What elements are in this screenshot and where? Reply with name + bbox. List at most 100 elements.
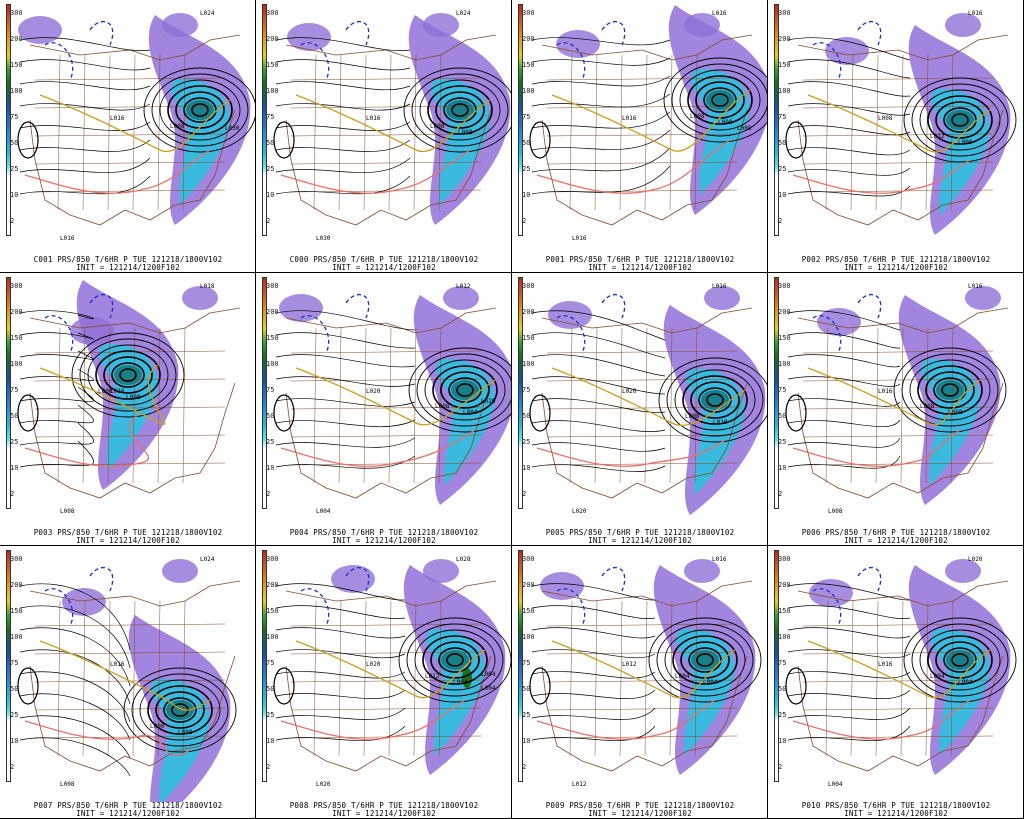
- isobar-contours: [785, 583, 1017, 741]
- high-label: L004: [828, 781, 843, 788]
- low-label: L008: [170, 123, 185, 130]
- scale-tick: 150: [778, 334, 791, 342]
- high-label: L030: [225, 125, 240, 132]
- precip-color-scale: 300 200 150 100 75 50 25 10 2: [2, 4, 24, 236]
- scale-tick: 75: [10, 386, 19, 394]
- isobar-contours: [529, 37, 767, 195]
- panel-title: P003 PRS/850 T/6HR P TUE 121218/1800V102: [33, 528, 223, 537]
- scale-tick: 200: [522, 308, 535, 316]
- pressure-labels: L012 L000 L016 L008: [878, 10, 983, 146]
- low-label: L004: [675, 673, 690, 680]
- map-canvas: L008 L000 L016 L016 L016 L008: [529, 5, 767, 242]
- high-label: L008: [60, 508, 75, 515]
- precip-color-scale: 300 200 150 100 75 50 25 10 2: [2, 550, 24, 782]
- panel-title: P001 PRS/850 T/6HR P TUE 121218/1800V102: [545, 255, 735, 264]
- scale-tick: 2: [266, 490, 271, 498]
- map-panel-p008: L012 L004 L004 L028 L020 L020 L004 300 200 150 100…: [256, 546, 512, 819]
- low-label: L008: [178, 729, 193, 736]
- scale-tick: 150: [266, 334, 279, 342]
- color-bar: [6, 550, 11, 782]
- temperature-contours: [536, 294, 746, 467]
- pressure-labels: L000 L008 L024 L016 L008: [60, 556, 215, 788]
- low-label: L004: [958, 679, 973, 686]
- precip-shading: [825, 13, 1011, 235]
- scale-tick: 25: [10, 711, 19, 719]
- high-label: L016: [712, 10, 727, 17]
- scale-tick: 2: [778, 763, 783, 771]
- panel-init-time: INIT = 121214/1200F102: [76, 263, 180, 272]
- precip-color-scale: 300 200 150 100 75 50 25 10 2: [514, 277, 536, 509]
- scale-tick: 50: [10, 685, 19, 693]
- high-label: L020: [366, 388, 381, 395]
- isobar-contours: [529, 583, 762, 741]
- precip-shading: [817, 286, 1001, 505]
- low-label: L004: [703, 679, 718, 686]
- panel-title: P009 PRS/850 T/6HR P TUE 121218/1800V102: [545, 801, 735, 810]
- scale-tick: 300: [522, 555, 535, 563]
- political-borders: [29, 34, 241, 226]
- map-panel-p005: L008 L010 L016 L020 L020 300 200 150 100 75 50 25 10…: [512, 273, 768, 546]
- scale-tick: 2: [778, 490, 783, 498]
- political-borders: [797, 580, 1009, 772]
- high-label: L020: [366, 661, 381, 668]
- pressure-labels: L004 L004 L020 L016 L004: [828, 556, 983, 788]
- scale-tick: 100: [10, 87, 23, 95]
- panel-init-time: INIT = 121214/1200F102: [844, 536, 948, 545]
- scale-tick: 300: [778, 555, 791, 563]
- scale-tick: 10: [266, 737, 275, 745]
- panel-title: P008 PRS/850 T/6HR P TUE 121218/1800V102: [289, 801, 479, 810]
- high-label: L020: [481, 398, 496, 405]
- isobar-contours: [17, 37, 255, 195]
- scale-tick: 10: [10, 191, 19, 199]
- scale-tick: 100: [266, 633, 279, 641]
- color-bar: [774, 4, 779, 236]
- map-panel-p001: L008 L000 L016 L016 L016 L008 300 200 150 100 75 50…: [512, 0, 768, 273]
- low-label: L000: [718, 119, 733, 126]
- panel-init-time: INIT = 121214/1200F102: [588, 809, 692, 818]
- scale-tick: 150: [778, 607, 791, 615]
- high-label: L024: [200, 556, 215, 563]
- low-label: L008: [435, 403, 450, 410]
- scale-tick: 10: [522, 464, 531, 472]
- scale-tick: 50: [778, 139, 787, 147]
- low-label: L004: [481, 685, 496, 692]
- scale-tick: 50: [522, 412, 531, 420]
- map-canvas: L000 L008 L024 L016 L008: [17, 556, 241, 802]
- scale-tick: 300: [10, 9, 23, 17]
- scale-tick: 100: [522, 633, 535, 641]
- scale-tick: 75: [778, 386, 787, 394]
- scale-tick: 2: [10, 763, 15, 771]
- color-bar: [6, 277, 11, 509]
- high-label: L024: [200, 10, 215, 17]
- scale-tick: 10: [266, 191, 275, 199]
- color-bar: [774, 550, 779, 782]
- high-label: L008: [878, 115, 893, 122]
- panel-title: P007 PRS/850 T/6HR P TUE 121218/1800V102: [33, 801, 223, 810]
- pressure-labels: L008 L008 L016 L016 L008: [828, 283, 983, 515]
- high-label: L016: [572, 235, 587, 242]
- scale-tick: 300: [266, 282, 279, 290]
- scale-tick: 100: [266, 360, 279, 368]
- temperature-contours: [280, 294, 496, 467]
- temperature-contours: [24, 567, 211, 757]
- scale-tick: 25: [522, 165, 531, 173]
- scale-tick: 50: [266, 685, 275, 693]
- panel-title: P006 PRS/850 T/6HR P TUE 121218/1800V102: [801, 528, 991, 537]
- scale-tick: 75: [266, 113, 275, 121]
- scale-tick: 100: [778, 87, 791, 95]
- scale-tick: 75: [522, 113, 531, 121]
- precip-color-scale: 300 200 150 100 75 50 25 10 2: [258, 277, 280, 509]
- low-label: L008: [430, 123, 445, 130]
- panel-init-time: INIT = 121214/1200F102: [588, 263, 692, 272]
- scale-tick: 10: [778, 737, 787, 745]
- scale-tick: 25: [10, 438, 19, 446]
- low-label: L012: [425, 673, 440, 680]
- scale-tick: 10: [778, 464, 787, 472]
- scale-tick: 200: [266, 581, 279, 589]
- map-canvas: L008 L024 L016 L016 L030: [17, 10, 255, 242]
- scale-tick: 200: [522, 581, 535, 589]
- low-label: L008: [458, 129, 473, 136]
- scale-tick: 100: [10, 360, 23, 368]
- scale-tick: 25: [266, 165, 275, 173]
